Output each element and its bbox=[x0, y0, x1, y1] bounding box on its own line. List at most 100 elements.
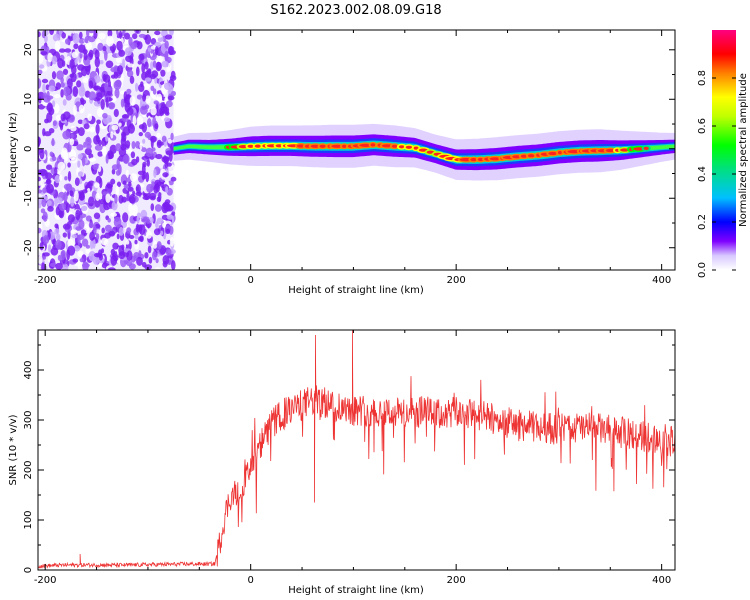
noise-speckle bbox=[77, 153, 83, 160]
ridge-peak bbox=[527, 154, 535, 158]
noise-speckle bbox=[38, 31, 41, 38]
noise-speckle bbox=[57, 58, 64, 69]
noise-speckle bbox=[126, 191, 130, 202]
noise-speckle bbox=[59, 122, 64, 131]
noise-speckle bbox=[147, 118, 152, 128]
noise-speckle bbox=[38, 227, 42, 234]
noise-speckle bbox=[65, 38, 70, 45]
noise-speckle bbox=[78, 178, 83, 185]
noise-speckle bbox=[38, 189, 43, 194]
noise-speckle bbox=[40, 51, 48, 56]
colorbar-tick-label: 0.0 bbox=[697, 262, 708, 278]
noise-speckle bbox=[84, 147, 92, 156]
noise-speckle bbox=[171, 260, 176, 270]
noise-speckle bbox=[115, 56, 122, 63]
noise-speckle bbox=[128, 212, 136, 217]
noise-speckle bbox=[128, 203, 133, 213]
noise-speckle bbox=[67, 239, 75, 248]
noise-speckle bbox=[146, 159, 150, 167]
noise-speckle bbox=[83, 52, 88, 61]
noise-speckle bbox=[101, 227, 105, 234]
noise-speckle bbox=[155, 258, 159, 264]
x-tick-label: 0 bbox=[247, 575, 253, 586]
noise-speckle bbox=[64, 176, 68, 181]
noise-speckle bbox=[101, 145, 107, 157]
noise-speckle bbox=[120, 73, 124, 83]
noise-speckle bbox=[104, 82, 108, 92]
noise-speckle bbox=[137, 60, 142, 65]
noise-speckle bbox=[78, 86, 86, 97]
noise-speckle bbox=[64, 48, 72, 53]
noise-speckle bbox=[135, 82, 139, 92]
noise-speckle bbox=[145, 95, 151, 104]
noise-speckle bbox=[139, 143, 143, 150]
noise-speckle bbox=[125, 240, 130, 245]
noise-speckle bbox=[126, 88, 132, 95]
noise-speckle bbox=[71, 234, 78, 239]
noise-speckle bbox=[164, 40, 169, 49]
noise-speckle bbox=[59, 174, 63, 181]
noise-speckle bbox=[51, 138, 55, 147]
noise-speckle bbox=[165, 100, 173, 108]
noise-speckle bbox=[161, 60, 169, 68]
snr-frame bbox=[37, 329, 676, 571]
noise-speckle bbox=[154, 123, 159, 130]
noise-speckle bbox=[156, 132, 161, 139]
noise-speckle bbox=[152, 240, 158, 249]
noise-speckle bbox=[94, 56, 101, 68]
noise-speckle bbox=[78, 44, 86, 53]
noise-speckle bbox=[42, 211, 48, 222]
noise-speckle bbox=[62, 99, 67, 106]
noise-speckle bbox=[161, 202, 169, 214]
noise-speckle bbox=[52, 120, 57, 127]
noise-speckle bbox=[99, 177, 103, 189]
noise-speckle bbox=[162, 254, 170, 265]
noise-speckle bbox=[165, 150, 173, 156]
noise-speckle bbox=[107, 30, 113, 38]
noise-speckle bbox=[140, 105, 148, 115]
noise-speckle bbox=[76, 234, 85, 241]
noise-speckle bbox=[110, 74, 116, 79]
noise-speckle bbox=[122, 180, 127, 185]
snr-y-axis-label: SNR (10 * v/v) bbox=[8, 414, 19, 485]
noise-speckle bbox=[88, 49, 94, 58]
noise-speckle bbox=[162, 222, 167, 229]
noise-speckle bbox=[113, 108, 119, 118]
noise-speckle bbox=[136, 66, 140, 77]
noise-speckle bbox=[55, 233, 61, 241]
noise-speckle bbox=[165, 248, 172, 256]
noise-speckle bbox=[106, 184, 113, 189]
noise-speckle bbox=[113, 216, 122, 228]
spectrogram-frame bbox=[37, 29, 676, 271]
noise-speckle bbox=[150, 73, 156, 80]
noise-speckle bbox=[55, 262, 63, 270]
noise-speckle bbox=[94, 144, 103, 151]
noise-speckle bbox=[126, 260, 133, 267]
noise-speckle bbox=[153, 100, 160, 105]
noise-speckle bbox=[153, 168, 157, 178]
ridge-peak bbox=[391, 144, 398, 148]
noise-speckle bbox=[135, 184, 141, 194]
ridge-peak bbox=[548, 151, 558, 156]
noise-speckle bbox=[61, 263, 69, 270]
noise-speckle bbox=[132, 190, 136, 196]
noise-speckle bbox=[168, 180, 174, 186]
noise-speckle bbox=[102, 45, 107, 52]
y-tick-label: 20 bbox=[23, 43, 34, 56]
noise-speckle bbox=[114, 194, 118, 204]
noise-speckle bbox=[134, 239, 138, 245]
noise-speckle bbox=[118, 30, 123, 39]
noise-speckle bbox=[87, 113, 92, 122]
noise-speckle bbox=[38, 176, 41, 182]
ridge-peak bbox=[520, 154, 528, 158]
noise-speckle bbox=[118, 122, 122, 127]
noise-speckle bbox=[146, 218, 151, 224]
noise-speckle bbox=[79, 258, 85, 263]
noise-speckle bbox=[128, 196, 136, 204]
noise-speckle bbox=[42, 252, 50, 257]
noise-speckle bbox=[81, 205, 88, 211]
noise-speckle bbox=[162, 172, 169, 178]
noise-speckle bbox=[124, 102, 130, 113]
noise-speckle bbox=[105, 135, 109, 142]
